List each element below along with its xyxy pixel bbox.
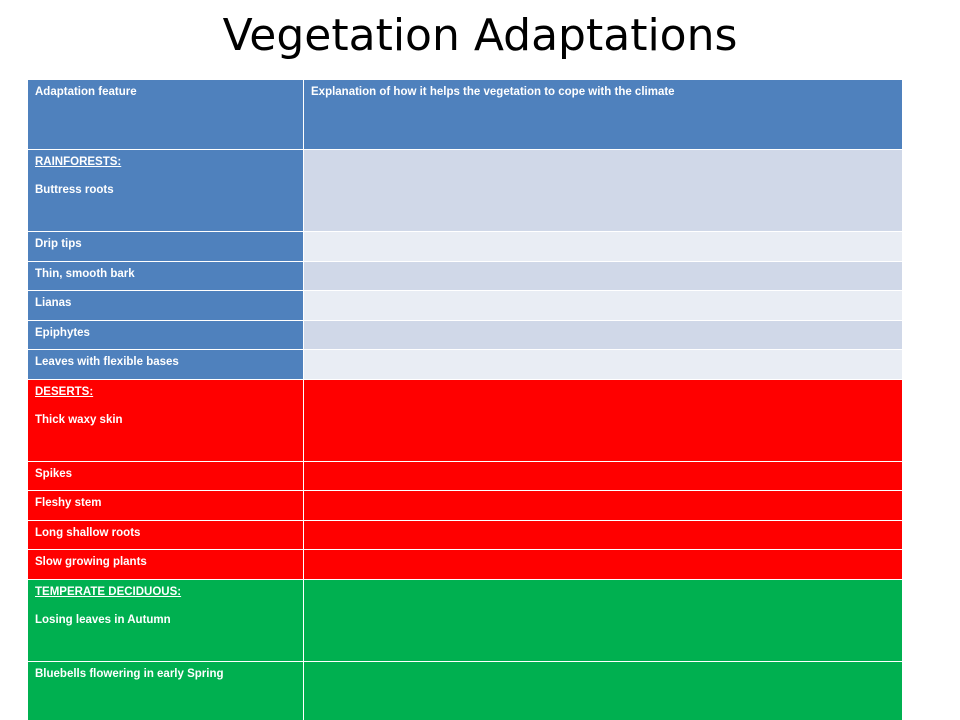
section-heading-rainforests: RAINFORESTS: [35,156,122,168]
feature-cell: Lianas [27,290,304,321]
feature-cell: RAINFORESTS: Buttress roots [27,149,304,232]
explanation-cell[interactable] [303,378,903,462]
feature-cell: TEMPERATE DECIDUOUS: Losing leaves in Au… [27,578,304,662]
feature-cell: Slow growing plants [27,549,304,580]
feature-cell: Spikes [27,460,304,491]
feature-cell: Drip tips [27,231,304,262]
table-row: Bluebells flowering in early Spring [27,660,903,720]
feature-label: Buttress roots [35,184,114,196]
feature-cell: DESERTS: Thick waxy skin [27,378,304,462]
table-row: Leaves with flexible bases [27,349,903,380]
section-heading-deserts: DESERTS: [35,385,94,398]
explanation-cell[interactable] [303,260,903,291]
explanation-cell[interactable] [303,231,903,262]
explanation-cell[interactable] [303,578,903,662]
explanation-cell[interactable] [303,319,903,350]
table-row: TEMPERATE DECIDUOUS: Losing leaves in Au… [27,578,903,662]
feature-cell: Fleshy stem [27,490,304,521]
table-row: Long shallow roots [27,519,903,550]
explanation-cell[interactable] [303,519,903,550]
table-row: Thin, smooth bark [27,260,903,291]
table-row: Drip tips [27,231,903,262]
feature-cell: Bluebells flowering in early Spring [27,660,304,720]
page-title: Vegetation Adaptations [222,10,738,61]
explanation-cell[interactable] [303,349,903,380]
table-row: Epiphytes [27,319,903,350]
header-explanation: Explanation of how it helps the vegetati… [303,79,903,150]
table-row: RAINFORESTS: Buttress roots [27,149,903,232]
table-row: Lianas [27,290,903,321]
explanation-cell[interactable] [303,460,903,491]
feature-label: Thick waxy skin [35,413,123,426]
table-row: Slow growing plants [27,549,903,580]
feature-label: Losing leaves in Autumn [35,613,171,626]
table-header-row: Adaptation feature Explanation of how it… [27,79,903,150]
header-adaptation-feature: Adaptation feature [27,79,304,150]
table-row: Fleshy stem [27,490,903,521]
explanation-cell[interactable] [303,490,903,521]
feature-cell: Epiphytes [27,319,304,350]
feature-cell: Leaves with flexible bases [27,349,304,380]
table-row: DESERTS: Thick waxy skin [27,378,903,462]
feature-cell: Thin, smooth bark [27,260,304,291]
feature-cell: Long shallow roots [27,519,304,550]
explanation-cell[interactable] [303,290,903,321]
table-row: Spikes [27,460,903,491]
section-heading-temperate: TEMPERATE DECIDUOUS: [35,585,182,598]
adaptations-table: Adaptation feature Explanation of how it… [27,79,903,720]
explanation-cell[interactable] [303,660,903,720]
explanation-cell[interactable] [303,549,903,580]
explanation-cell[interactable] [303,149,903,232]
